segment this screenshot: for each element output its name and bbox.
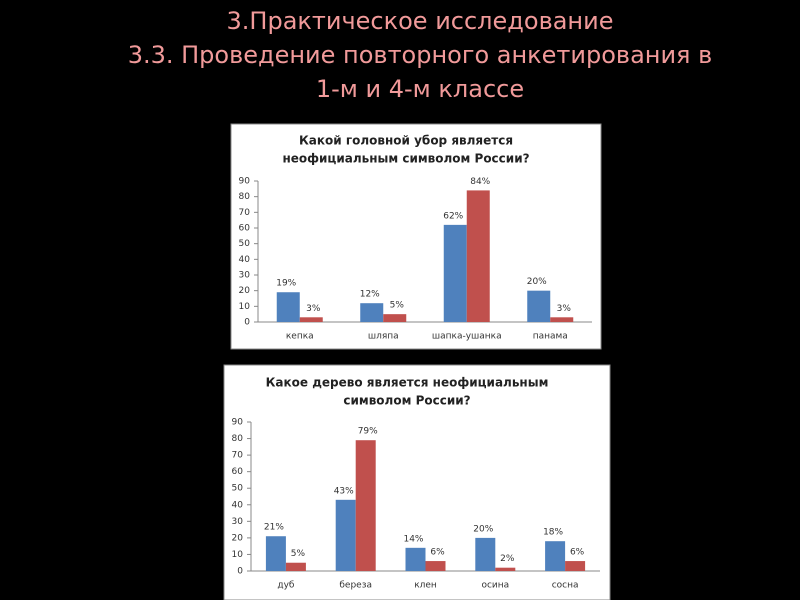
data-label: 3% — [557, 304, 572, 314]
bar — [405, 547, 426, 571]
y-tick-label: 30 — [232, 517, 244, 527]
chart-title: Какой головной убор является — [299, 134, 513, 148]
x-tick-label: клен — [414, 581, 437, 591]
x-tick-label: панама — [533, 332, 568, 342]
y-tick-label: 20 — [239, 286, 251, 296]
bar — [383, 314, 407, 322]
y-tick-label: 40 — [232, 500, 244, 510]
x-tick-label: осина — [481, 581, 509, 591]
y-tick-label: 60 — [232, 467, 244, 477]
x-tick-label: шапка-ушанка — [432, 332, 502, 342]
bar — [425, 561, 446, 571]
data-label: 6% — [430, 548, 445, 558]
y-tick-label: 50 — [239, 239, 251, 249]
bar — [355, 440, 376, 571]
x-tick-label: шляпа — [368, 332, 399, 342]
bar — [360, 303, 384, 322]
y-tick-label: 30 — [239, 271, 251, 281]
bar — [565, 561, 586, 571]
chart-title: неофициальным символом России? — [282, 152, 529, 166]
bar — [527, 290, 551, 322]
y-tick-label: 10 — [232, 550, 244, 560]
data-label: 5% — [390, 301, 405, 311]
data-label: 21% — [264, 523, 284, 533]
y-tick-label: 50 — [232, 484, 244, 494]
slide-title: 3.Практическое исследование — [227, 7, 614, 35]
x-tick-label: сосна — [552, 581, 579, 591]
x-tick-label: кепка — [286, 332, 314, 342]
data-label: 2% — [500, 554, 515, 564]
data-label: 6% — [570, 548, 585, 558]
data-label: 18% — [543, 528, 563, 538]
bar — [475, 537, 496, 571]
bar — [443, 224, 467, 322]
bar — [466, 190, 490, 322]
y-tick-label: 70 — [239, 208, 251, 218]
x-tick-label: береза — [339, 581, 372, 591]
data-label: 12% — [360, 290, 380, 300]
bar — [299, 317, 323, 322]
data-label: 62% — [443, 211, 463, 221]
y-tick-label: 90 — [232, 418, 244, 428]
y-tick-label: 10 — [239, 302, 251, 312]
bar — [276, 292, 300, 322]
data-label: 19% — [276, 279, 296, 289]
y-tick-label: 60 — [239, 224, 251, 234]
slide-title: 1-м и 4-м классе — [316, 75, 524, 103]
bar — [285, 562, 306, 571]
y-tick-label: 80 — [232, 434, 244, 444]
data-label: 5% — [291, 549, 306, 559]
data-label: 20% — [527, 277, 547, 287]
chart-title: символом России? — [343, 394, 470, 408]
chart-title: Какое дерево является неофициальным — [266, 376, 549, 390]
data-label: 14% — [403, 534, 423, 544]
data-label: 79% — [358, 427, 378, 437]
y-tick-label: 0 — [237, 567, 243, 577]
data-label: 43% — [334, 486, 354, 496]
data-label: 3% — [306, 304, 321, 314]
y-tick-label: 70 — [232, 451, 244, 461]
bar — [545, 541, 566, 571]
data-label: 20% — [473, 524, 493, 534]
y-tick-label: 40 — [239, 255, 251, 265]
data-label: 84% — [470, 177, 490, 187]
y-tick-label: 0 — [244, 318, 250, 328]
chart: Какой головной убор является неофициальны… — [230, 123, 602, 350]
y-tick-label: 80 — [239, 192, 251, 202]
y-tick-label: 20 — [232, 533, 244, 543]
chart: Какое дерево является неофициальным симво… — [223, 364, 611, 600]
y-tick-label: 90 — [239, 177, 251, 187]
slide-title: 3.3. Проведение повторного анкетирования… — [128, 41, 713, 69]
bar — [335, 499, 356, 571]
x-tick-label: дуб — [277, 581, 295, 591]
bar — [550, 317, 574, 322]
bar — [495, 567, 516, 571]
bar — [265, 536, 286, 571]
